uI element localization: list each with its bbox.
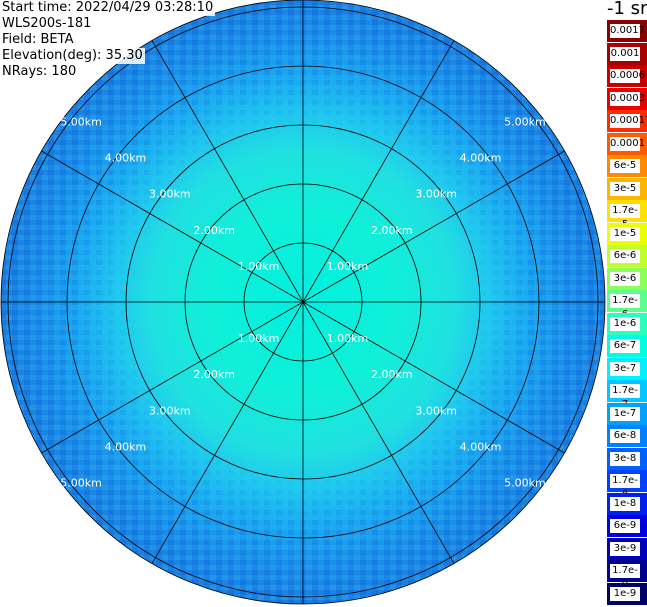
range-label: 4.00km <box>105 440 147 453</box>
colorbar-label: 0.0001 <box>610 136 645 151</box>
colorbar-step: 3e-5 <box>607 177 647 200</box>
colorbar-units: -1 sr <box>607 0 647 19</box>
device-name: WLS200s-181 <box>0 16 94 32</box>
range-label: 5.00km <box>60 477 102 490</box>
colorbar-label: 0.0006 <box>610 69 645 83</box>
colorbar-step: 0.0017 <box>607 20 647 42</box>
colorbar-step: 0.0003 <box>607 87 647 110</box>
colorbar-label: 1e-6 <box>610 316 640 331</box>
colorbar-step: 6e-7 <box>607 335 647 357</box>
range-label: 1.00km <box>327 260 369 273</box>
range-label: 1.00km <box>238 260 280 273</box>
colorbar-label: 3e-8 <box>610 451 640 466</box>
range-label: 2.00km <box>193 224 235 237</box>
colorbar-step: 6e-5 <box>607 155 647 177</box>
colorbar-step: 6e-9 <box>607 515 647 537</box>
colorbar-label: 0.0003 <box>610 91 645 106</box>
colorbar-step: 0.00017 <box>607 110 647 132</box>
start-time: Start time: 2022/04/29 03:28:10 <box>0 0 216 16</box>
elevation: Elevation(deg): 35.30 <box>0 48 145 64</box>
colorbar-label: 0.00017 <box>610 114 647 128</box>
colorbar-step: 0.0006 <box>607 65 647 87</box>
range-label: 4.00km <box>460 152 502 165</box>
colorbar-step: 1.7e-5 <box>607 200 647 230</box>
colorbar-label: 1.7e-5 <box>610 204 640 230</box>
range-label: 4.00km <box>105 152 147 165</box>
colorbar-label: 1e-5 <box>610 226 640 241</box>
colorbar-step: 1e-9 <box>607 582 647 605</box>
colorbar-label: 0.0017 <box>610 24 645 38</box>
colorbar-step: 1e-8 <box>607 492 647 515</box>
range-label: 5.00km <box>504 477 546 490</box>
colorbar-step: 3e-7 <box>607 357 647 380</box>
colorbar-label: 6e-5 <box>610 159 640 173</box>
colorbar-step: 3e-6 <box>607 267 647 290</box>
polar-grid <box>0 0 606 605</box>
colorbar-step: 3e-9 <box>607 537 647 560</box>
range-label: 3.00km <box>415 188 457 201</box>
colorbar-label: 1.7e-6 <box>610 294 640 320</box>
range-label: 2.00km <box>371 224 413 237</box>
colorbar-label: 6e-7 <box>610 339 640 353</box>
colorbar-label: 1e-7 <box>610 406 640 421</box>
range-label: 2.00km <box>371 368 413 381</box>
colorbar-step: 3e-8 <box>607 447 647 470</box>
range-label: 3.00km <box>415 404 457 417</box>
azimuth-line <box>41 150 565 454</box>
colorbar-step: 6e-6 <box>607 245 647 267</box>
colorbar-label: 3e-6 <box>610 271 640 286</box>
colorbar-step: 1.7e-6 <box>607 290 647 320</box>
colorbar-step: 1.7e-8 <box>607 470 647 500</box>
colorbar-label: 0.001 <box>610 46 640 61</box>
colorbar-step: 0.001 <box>607 42 647 65</box>
colorbar-label: 1.7e-7 <box>610 384 640 410</box>
colorbar-step: 1.7e-7 <box>607 380 647 410</box>
colorbar-step: 1.7e-9 <box>607 560 647 590</box>
ray-count: NRays: 180 <box>0 64 79 80</box>
range-label: 1.00km <box>238 332 280 345</box>
colorbar-label: 3e-7 <box>610 361 640 376</box>
colorbar-label: 1e-8 <box>610 496 640 511</box>
range-label: 3.00km <box>149 404 191 417</box>
colorbar-label: 1.7e-9 <box>610 564 640 590</box>
scan-info: Start time: 2022/04/29 03:28:10 WLS200s-… <box>0 0 216 80</box>
range-label: 4.00km <box>460 440 502 453</box>
colorbar-label: 6e-9 <box>610 519 640 533</box>
ppi-scan-plot: 1.00km 1.00km 1.00km 1.00km 2.00km 2.00km 2.00… <box>0 0 606 605</box>
range-label: 1.00km <box>327 332 369 345</box>
range-label: 5.00km <box>504 115 546 128</box>
colorbar-label: 3e-5 <box>610 181 640 196</box>
colorbar-label: 6e-6 <box>610 249 640 263</box>
colorbar-step: 6e-8 <box>607 425 647 447</box>
colorbar-label: 1e-9 <box>610 586 640 601</box>
range-label: 3.00km <box>149 188 191 201</box>
colorbar-label: 1.7e-8 <box>610 474 640 500</box>
colorbar-label: 6e-8 <box>610 429 640 443</box>
colorbar-step: 1e-6 <box>607 312 647 335</box>
range-label: 5.00km <box>60 115 102 128</box>
field-name: Field: BETA <box>0 32 76 48</box>
colorbar-label: 3e-9 <box>610 541 640 556</box>
range-labels: 1.00km 1.00km 1.00km 1.00km 2.00km 2.00km 2.00… <box>60 115 546 489</box>
range-label: 2.00km <box>193 368 235 381</box>
colorbar-step: 1e-7 <box>607 402 647 425</box>
colorbar-step: 0.0001 <box>607 132 647 155</box>
colorbar-step: 1e-5 <box>607 222 647 245</box>
